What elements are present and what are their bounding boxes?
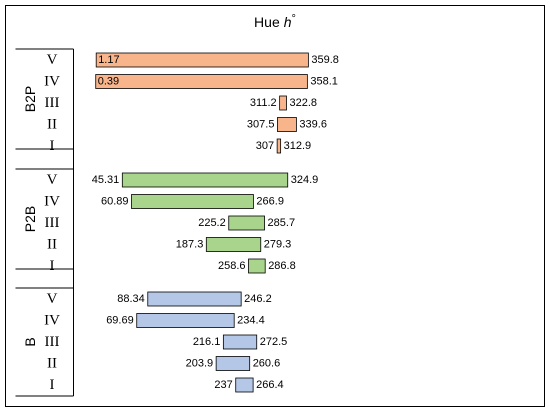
bar-b-iii [222, 334, 258, 350]
min-label-b-iv: 69.69 [106, 315, 134, 327]
min-label-b-v: 88.34 [117, 293, 145, 305]
min-label-p2b-ii: 187.3 [176, 239, 204, 251]
min-label-b-ii: 203.9 [186, 358, 214, 370]
bar-b2p-i [276, 138, 282, 154]
min-label-b-iii: 216.1 [193, 336, 221, 348]
level-label-b-iv: IV [44, 313, 60, 329]
level-label-b-iii: III [45, 334, 60, 350]
min-label-p2b-iii: 225.2 [198, 217, 226, 229]
max-label-b-iv: 234.4 [237, 315, 265, 327]
min-label-b2p-v: 1.17 [98, 54, 119, 66]
level-label-b-v: V [47, 291, 58, 307]
bar-b2p-ii [277, 117, 297, 132]
bar-b2p-iv [95, 74, 308, 89]
max-label-b2p-iii: 322.8 [289, 97, 317, 109]
level-label-b2p-v: V [47, 52, 58, 68]
bar-p2b-i [248, 258, 266, 274]
max-label-b2p-iv: 358.1 [310, 76, 338, 88]
level-label-p2b-iii: III [45, 215, 60, 231]
max-label-b-ii: 260.6 [253, 358, 281, 370]
bar-b-ii [215, 356, 251, 371]
bar-b2p-v [95, 52, 309, 68]
bar-p2b-v [121, 172, 289, 188]
chart-title-symbol: h [284, 14, 292, 30]
level-label-b2p-i: I [50, 138, 55, 154]
level-label-b2p-iv: IV [44, 74, 60, 90]
min-label-b2p-iii: 311.2 [250, 97, 277, 109]
max-label-b2p-ii: 339.6 [299, 119, 327, 131]
chart-title-text: Hue [254, 14, 280, 30]
min-label-b-i: 237 [214, 379, 232, 391]
min-label-p2b-iv: 60.89 [101, 196, 129, 208]
level-label-p2b-i: I [50, 258, 55, 274]
min-label-p2b-i: 258.6 [218, 260, 246, 272]
max-label-b2p-i: 312.9 [284, 140, 312, 152]
level-label-b2p-ii: II [47, 117, 57, 133]
bar-p2b-ii [205, 237, 262, 252]
level-label-p2b-v: V [47, 172, 58, 188]
bar-p2b-iii [228, 215, 265, 231]
chart-title-unit: ° [292, 13, 296, 25]
max-label-b2p-v: 359.8 [311, 54, 339, 66]
group-label-p2b: P2B [22, 206, 38, 232]
level-label-b2p-iii: III [45, 95, 60, 111]
level-label-b-ii: II [47, 356, 57, 372]
chart-frame [5, 5, 545, 407]
group-label-b2p: B2P [22, 86, 38, 112]
bar-b-iv [136, 313, 235, 328]
bar-series: 1.17 359.8 0.39 358.1 311.2 322.8 307.5 339.6 30… [92, 52, 339, 393]
bar-p2b-iv [131, 194, 254, 209]
max-label-b-iii: 272.5 [260, 336, 288, 348]
min-label-b2p-iv: 0.39 [98, 76, 119, 88]
bar-b2p-iii [279, 95, 287, 111]
max-label-b-v: 246.2 [244, 293, 272, 305]
min-label-p2b-v: 45.31 [92, 174, 120, 186]
chart-title: Hue h° [254, 13, 296, 30]
min-label-b2p-i: 307 [256, 140, 274, 152]
max-label-p2b-i: 286.8 [268, 260, 296, 272]
max-label-b-i: 266.4 [256, 379, 284, 391]
level-label-p2b-ii: II [47, 237, 57, 253]
level-label-p2b-iv: IV [44, 194, 60, 210]
max-label-p2b-ii: 279.3 [264, 239, 292, 251]
max-label-p2b-iii: 285.7 [268, 217, 296, 229]
max-label-p2b-v: 324.9 [291, 174, 319, 186]
min-label-b2p-ii: 307.5 [247, 119, 275, 131]
bar-b-i [235, 377, 254, 393]
group-label-b: B [22, 337, 38, 346]
level-label-b-i: I [50, 377, 55, 393]
max-label-p2b-iv: 266.9 [256, 196, 284, 208]
bar-b-v [147, 291, 242, 307]
